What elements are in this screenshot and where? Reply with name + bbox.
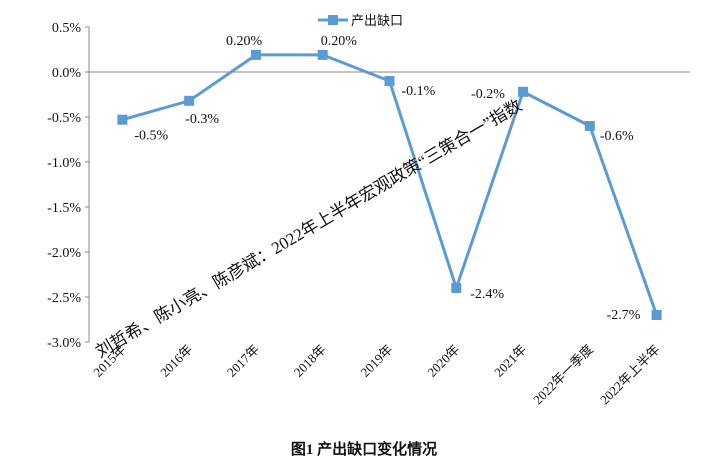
x-tick-label: 2020年	[424, 342, 462, 380]
x-tick-label: 2016年	[157, 342, 195, 380]
data-label: -0.3%	[185, 112, 219, 127]
data-label: -2.4%	[470, 287, 504, 302]
legend-marker-icon	[328, 15, 338, 25]
y-tick-label: -3.0%	[47, 336, 81, 351]
y-tick-label: 0.0%	[52, 66, 82, 81]
y-tick-label: 0.5%	[52, 21, 82, 36]
y-tick-label: -2.0%	[47, 246, 81, 261]
data-point-marker	[117, 114, 128, 125]
data-point-marker	[651, 310, 662, 320]
figure-caption: 图1 产出缺口变化情况	[291, 440, 437, 458]
data-point-marker	[384, 76, 395, 86]
legend-label: 产出缺口	[351, 13, 403, 28]
data-label: -0.6%	[600, 129, 634, 144]
data-point-marker	[518, 86, 529, 97]
data-label: -2.7%	[607, 308, 641, 323]
data-point-marker	[451, 283, 462, 293]
data-point-marker	[584, 121, 595, 131]
legend: 产出缺口	[318, 13, 403, 28]
x-tick-label: 2018年	[291, 342, 329, 380]
data-point-marker	[184, 95, 195, 106]
data-label: -0.1%	[402, 84, 436, 99]
data-point-marker	[317, 49, 328, 60]
data-point-marker	[250, 49, 261, 60]
y-tick-label: -0.5%	[47, 111, 81, 126]
data-label: 0.20%	[321, 34, 358, 49]
x-tick-label: 2017年	[224, 342, 262, 380]
y-tick-label: -1.5%	[47, 201, 81, 216]
x-tick-label: 2022年一季度	[530, 342, 596, 408]
y-tick-label: -1.0%	[47, 156, 81, 171]
data-label: -0.5%	[134, 129, 168, 144]
y-tick-label: -2.5%	[47, 291, 81, 306]
data-label: -0.2%	[471, 87, 505, 102]
x-tick-label: 2019年	[357, 342, 395, 380]
x-tick-label: 2022年上半年	[597, 342, 663, 408]
x-tick-label: 2021年	[491, 342, 529, 380]
data-label: 0.20%	[226, 34, 263, 49]
